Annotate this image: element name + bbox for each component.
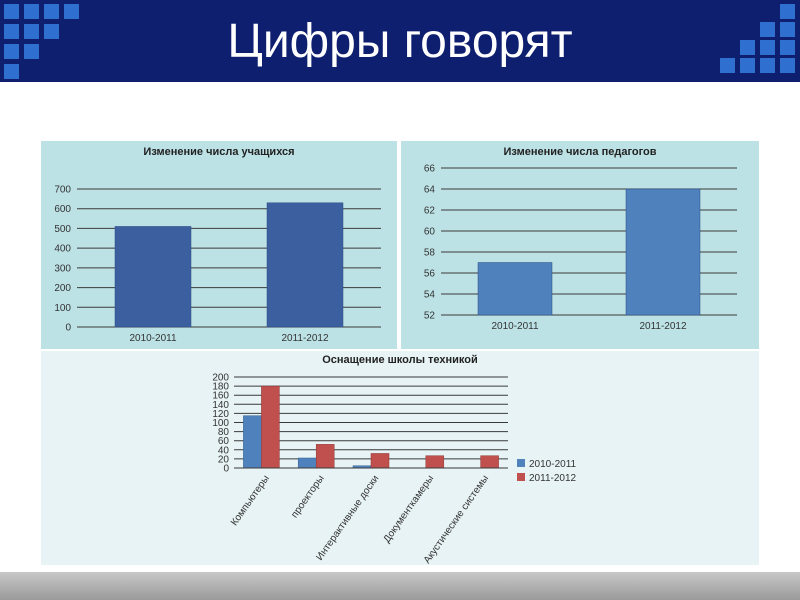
teachers-chart-y-tick-label: 52 — [424, 311, 436, 322]
equipment-chart-y-tick-label: 40 — [218, 445, 230, 456]
students-chart-bar — [114, 226, 192, 328]
deco-square — [760, 40, 775, 55]
students-chart-y-tick-label: 700 — [54, 185, 71, 196]
equipment-chart-legend-label: 2011-2012 — [529, 473, 577, 484]
students-chart-y-tick-label: 600 — [54, 204, 71, 215]
teachers-chart: Изменение числа педагогов 52 54 56 58 60 62 64 6… — [424, 146, 737, 332]
equipment-chart: Оснащение школы техникой0204060801001201… — [212, 354, 577, 566]
students-chart-y-tick-label: 200 — [54, 283, 71, 294]
deco-square — [44, 4, 59, 19]
deco-square — [780, 40, 795, 55]
equipment-chart-title: Оснащение школы техникой — [322, 354, 478, 366]
slide-header: Цифры говорят — [0, 0, 800, 82]
deco-square — [4, 64, 19, 79]
deco-square — [720, 58, 735, 73]
teachers-chart-title: Изменение числа педагогов — [503, 146, 656, 158]
deco-square — [740, 58, 755, 73]
teachers-chart-bar — [477, 262, 553, 316]
equipment-chart-bar — [297, 457, 317, 469]
equipment-chart-legend-swatch — [517, 459, 525, 467]
students-chart-y-tick-label: 300 — [54, 263, 71, 274]
decorative-squares — [4, 4, 795, 79]
equipment-chart-y-tick-label: 140 — [212, 400, 229, 411]
teachers-chart-y-tick-label: 66 — [424, 164, 436, 175]
deco-square — [740, 40, 755, 55]
teachers-chart-x-tick-label: 2010-2011 — [491, 321, 539, 332]
students-chart-title: Изменение числа учащихся — [143, 146, 294, 158]
equipment-chart-bar — [370, 453, 390, 469]
equipment-chart-bar — [425, 455, 445, 469]
students-chart-y-tick-label: 500 — [54, 224, 71, 235]
deco-square — [24, 4, 39, 19]
teachers-chart-y-tick-label: 58 — [424, 248, 436, 259]
students-chart-x-tick-label: 2010-2011 — [129, 333, 177, 344]
deco-square — [4, 24, 19, 39]
equipment-chart-legend: 2010-2011 2011-2012 — [517, 459, 577, 484]
equipment-chart-bar — [261, 385, 280, 469]
students-chart: Изменение числа учащихся 0 100 200 300 400 500… — [54, 146, 381, 344]
equipment-chart-y-tick-label: 100 — [212, 418, 229, 429]
equipment-chart-x-tick-label: Акустические системы — [422, 473, 491, 565]
slide-title: Цифры говорят — [227, 15, 573, 68]
students-chart-bar — [266, 202, 344, 328]
deco-square — [64, 4, 79, 19]
deco-square — [4, 44, 19, 59]
students-chart-y-tick-label: 400 — [54, 244, 71, 255]
teachers-chart-panel: Изменение числа педагогов 52 54 56 58 60 62 64 6… — [400, 140, 760, 350]
deco-square — [24, 24, 39, 39]
equipment-chart-y-tick-label: 180 — [212, 382, 229, 393]
deco-square — [24, 44, 39, 59]
equipment-chart-legend-label: 2010-2011 — [529, 459, 577, 470]
students-chart-x-tick-label: 2011-2012 — [281, 333, 329, 344]
equipment-chart-y-tick-label: 160 — [212, 391, 229, 402]
teachers-chart-y-tick-label: 54 — [424, 290, 436, 301]
teachers-chart-x-tick-label: 2011-2012 — [639, 321, 687, 332]
students-chart-panel: Изменение числа учащихся 0 100 200 300 400 500… — [40, 140, 398, 350]
equipment-chart-y-tick-label: 200 — [212, 373, 229, 384]
equipment-chart-bar — [480, 455, 499, 469]
equipment-chart-y-tick-label: 80 — [218, 427, 230, 438]
deco-square — [780, 22, 795, 37]
teachers-chart-y-tick-label: 56 — [424, 269, 436, 280]
deco-square — [780, 4, 795, 19]
students-chart-y-tick-label: 100 — [54, 303, 71, 314]
equipment-chart-x-tick-label: Компьютеры — [229, 473, 272, 528]
equipment-chart-panel: Оснащение школы техникой 0 20 40 60 80 100 120 1… — [40, 350, 760, 566]
equipment-chart-x-tick-label: Документкамеры — [382, 473, 437, 545]
deco-square — [4, 4, 19, 19]
equipment-chart-bar — [315, 444, 335, 469]
deco-square — [44, 24, 59, 39]
teachers-chart-y-tick-label: 62 — [424, 206, 436, 217]
equipment-chart-y-tick-label: 60 — [218, 436, 230, 447]
equipment-chart-y-tick-label: 120 — [212, 409, 229, 420]
teachers-chart-y-tick-label: 64 — [424, 185, 436, 196]
teachers-chart-bar — [625, 188, 701, 316]
teachers-chart-y-tick-label: 60 — [424, 227, 436, 238]
students-chart-y-tick-label: 0 — [65, 323, 71, 334]
equipment-chart-x-tick-label: Интерактивные доски — [314, 473, 381, 562]
deco-square — [760, 22, 775, 37]
equipment-chart-legend-swatch — [517, 473, 525, 481]
deco-square — [780, 58, 795, 73]
equipment-chart-bar — [243, 415, 262, 469]
footer-bar — [0, 572, 800, 600]
equipment-chart-x-tick-label: проекторы — [289, 473, 326, 520]
equipment-chart-y-tick-label: 20 — [218, 454, 230, 465]
equipment-chart-y-tick-label: 0 — [223, 464, 229, 475]
deco-square — [760, 58, 775, 73]
